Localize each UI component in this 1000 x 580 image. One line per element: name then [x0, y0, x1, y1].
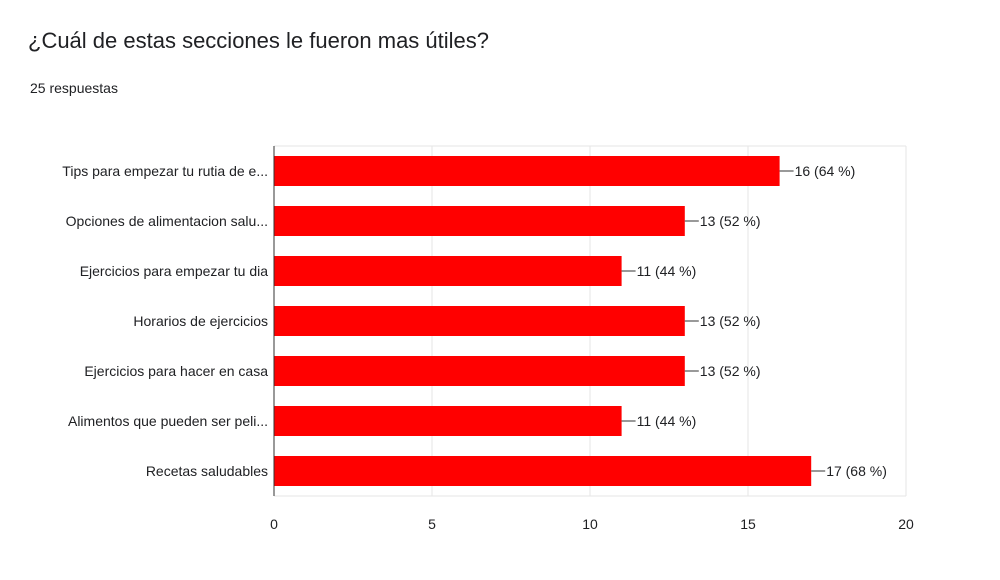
category-label: Tips para empezar tu rutia de e...: [62, 163, 268, 179]
data-label: 11 (44 %): [637, 263, 697, 279]
category-label: Ejercicios para hacer en casa: [84, 363, 268, 379]
response-count: 25 respuestas: [30, 80, 118, 96]
x-tick-label: 20: [898, 516, 914, 532]
data-label: 11 (44 %): [637, 413, 697, 429]
bar: [274, 356, 685, 386]
x-tick-label: 10: [582, 516, 598, 532]
question-title: ¿Cuál de estas secciones le fueron mas ú…: [28, 28, 490, 53]
data-label: 17 (68 %): [826, 463, 887, 479]
x-tick-label: 15: [740, 516, 756, 532]
x-tick-label: 0: [270, 516, 278, 532]
category-label: Recetas saludables: [146, 463, 268, 479]
data-label: 13 (52 %): [700, 363, 761, 379]
x-tick-label: 5: [428, 516, 436, 532]
bar: [274, 256, 622, 286]
category-label: Ejercicios para empezar tu dia: [80, 263, 269, 279]
bar: [274, 456, 812, 486]
bar: [274, 156, 780, 186]
category-label: Opciones de alimentacion salu...: [66, 213, 268, 229]
data-label: 13 (52 %): [700, 213, 761, 229]
data-label: 13 (52 %): [700, 313, 761, 329]
data-label: 16 (64 %): [795, 163, 856, 179]
category-label: Horarios de ejercicios: [133, 313, 268, 329]
category-label: Alimentos que pueden ser peli...: [68, 413, 268, 429]
bar: [274, 406, 622, 436]
bar: [274, 206, 685, 236]
bar: [274, 306, 685, 336]
